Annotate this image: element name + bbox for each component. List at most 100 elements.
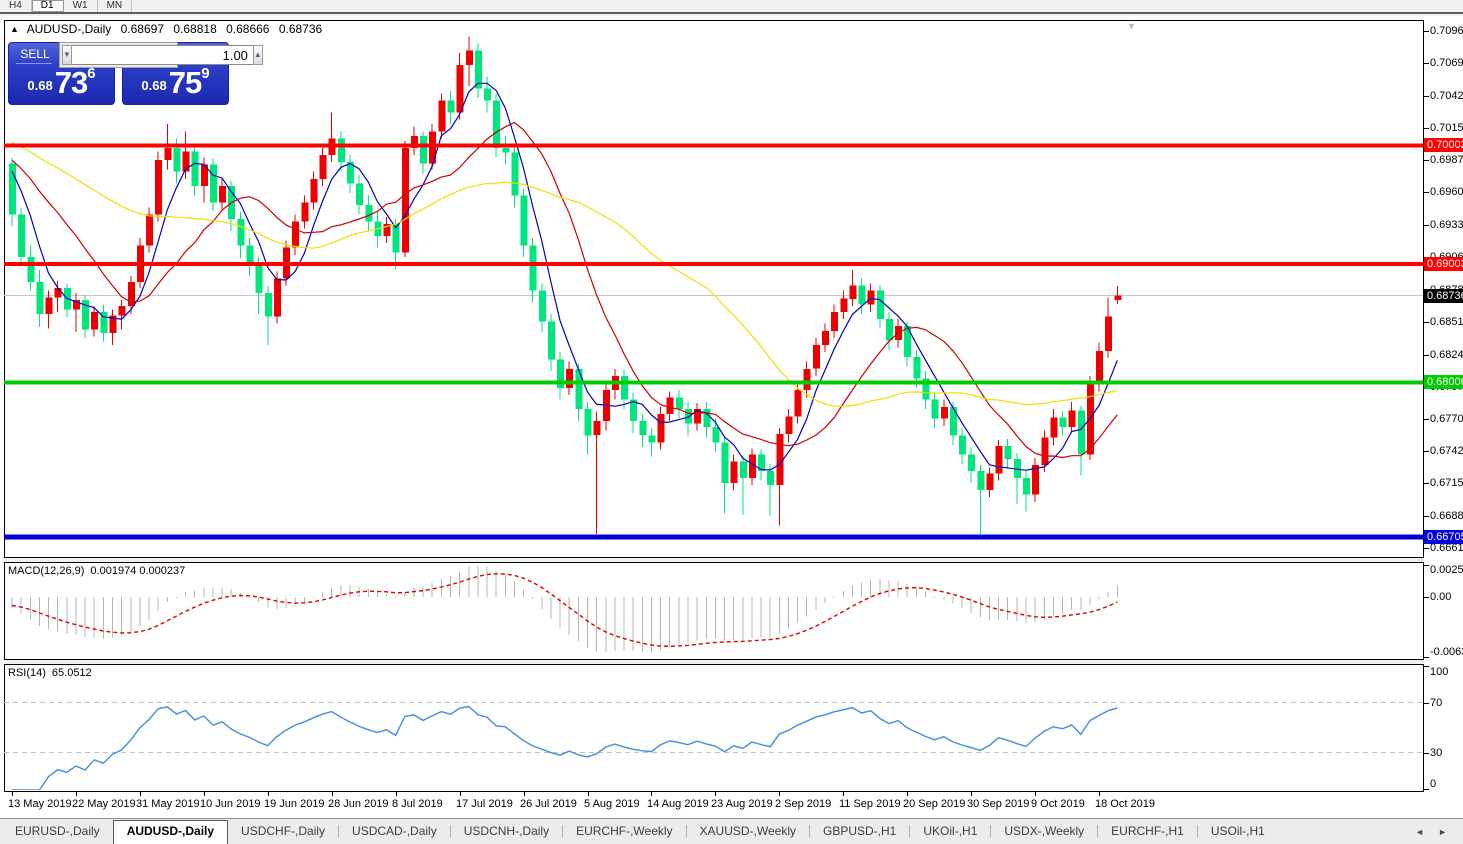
symbol-collapse-icon[interactable]: ▲ [10,24,19,34]
price-axis-tick: 0.67155 [1430,477,1463,489]
tab-scroll-arrows: ◄ ► [1401,827,1447,837]
date-axis-tick-mark [524,792,525,796]
sell-price-sup: 6 [87,65,96,82]
date-axis-tick-mark [460,792,461,796]
chart-title-symbol: AUDUSD-,Daily [26,22,112,36]
date-axis-label: 5 Aug 2019 [584,798,640,810]
rsi-axis-label: 30 [1430,747,1443,759]
symbol-tab-eurchf-weekly[interactable]: EURCHF-,Weekly [576,824,673,838]
date-axis-tick-mark [268,792,269,796]
date-axis-tick-mark [651,792,652,796]
price-axis-tick-mark [1424,96,1429,97]
date-axis-tick-mark [779,792,780,796]
timeframe-toolbar: H4 D1 W1 MN [0,0,1463,14]
date-axis-label: 26 Jul 2019 [520,798,577,810]
price-chart-canvas[interactable] [4,21,1423,557]
date-axis-label: 18 Oct 2019 [1095,798,1155,810]
tab-separator [562,825,564,838]
symbol-tab-xauusd-weekly[interactable]: XAUUSD-,Weekly [699,824,796,838]
volume-decrease-button[interactable]: ▼ [62,45,72,65]
price-axis-tick-mark [1424,355,1429,356]
symbol-tab-eurchf-h1[interactable]: EURCHF-,H1 [1111,824,1184,838]
symbol-tab-bar: EURUSD-,Daily AUDUSD-,Daily USDCHF-,Daily U… [0,818,1463,844]
macd-separator-bottom[interactable] [4,562,1424,563]
tab-separator [449,825,451,838]
rsi-axis-label: 0 [1430,778,1437,790]
symbol-tab-usdchf-daily[interactable]: USDCHF-,Daily [241,824,326,838]
price-axis-tick-mark [1424,31,1429,32]
sell-panel[interactable]: SELL 0.68736 [8,42,115,105]
tab-separator [909,825,911,838]
price-axis-tick-mark [1424,192,1429,193]
scroll-to-end-marker-icon[interactable]: ▼ [1127,21,1136,31]
timeframe-button-h4[interactable]: H4 [0,0,32,12]
rsi-axis-tick-mark [1424,789,1429,790]
price-axis-tick-mark [1424,128,1429,129]
timeframe-button-d1[interactable]: D1 [31,0,64,12]
macd-separator[interactable] [4,558,1424,562]
rsi-indicator-canvas[interactable] [4,665,1423,790]
rsi-separator-bottom[interactable] [4,664,1424,665]
tab-separator [338,825,340,838]
rsi-axis-label: 70 [1430,697,1443,709]
ohlc-low: 0.68666 [226,22,270,36]
price-axis-tick: 0.70695 [1430,57,1463,69]
symbol-tab-usdx-weekly[interactable]: USDX-,Weekly [1004,824,1085,838]
symbol-tab-audusd-daily[interactable]: AUDUSD-,Daily [112,820,229,844]
timeframe-button-w1[interactable]: W1 [64,0,98,12]
price-axis-tick: 0.67425 [1430,445,1463,457]
chart-window: ▲ AUDUSD-,Daily 0.68697 0.68818 0.68666 … [0,16,1463,818]
date-axis-label: 2 Sep 2019 [775,798,832,810]
rsi-separator[interactable] [4,660,1424,664]
price-axis-tick-mark [1424,419,1429,420]
volume-input[interactable] [71,45,253,65]
date-axis-label: 28 Jun 2019 [328,798,389,810]
rsi-axis-tick-mark [1424,666,1429,667]
date-axis-tick-mark [12,792,13,796]
date-axis-tick-mark [843,792,844,796]
price-level-tag: 0.70002 [1424,138,1463,152]
price-axis-tick: 0.70965 [1430,25,1463,37]
tab-separator [1196,825,1198,838]
tab-scroll-left-icon[interactable]: ◄ [1415,827,1425,837]
price-axis-tick-mark [1424,160,1429,161]
volume-spinner: ▼ ▲ [59,42,263,68]
volume-increase-button[interactable]: ▲ [252,45,263,65]
symbol-tab-usoil-h1[interactable]: USOil-,H1 [1210,824,1265,838]
price-axis-tick-mark [1424,451,1429,452]
tab-scroll-right-icon[interactable]: ► [1438,827,1447,837]
timeframe-button-mn[interactable]: MN [98,0,133,12]
date-axis-tick-mark [1035,792,1036,796]
macd-name: MACD(12,26,9) [8,565,85,577]
buy-price: 0.68759 [123,65,228,101]
symbol-tab-eurusd-daily[interactable]: EURUSD-,Daily [15,824,100,838]
sell-button[interactable]: SELL [20,47,50,61]
symbol-tab-usdcad-daily[interactable]: USDCAD-,Daily [352,824,437,838]
tab-separator [809,825,810,838]
date-axis-label: 8 Jul 2019 [392,798,443,810]
price-level-tag: 0.69003 [1424,257,1463,271]
price-axis-tick: 0.69875 [1430,154,1463,166]
ohlc-close: 0.68736 [278,22,323,36]
macd-axis-label: 0.00 [1430,591,1452,603]
chart-border-bottom [4,791,1424,792]
sell-price-small: 0.68 [27,78,53,93]
current-price-tag: 0.68736 [1424,289,1463,303]
buy-price-big: 75 [168,65,202,100]
date-axis-label: 19 Jun 2019 [264,798,325,810]
macd-separator-top[interactable] [4,557,1424,558]
macd-axis-tick-mark [1424,597,1429,598]
tab-separator [685,825,687,838]
symbol-tab-ukoil-h1[interactable]: UKOil-,H1 [923,824,978,838]
symbol-tab-usdcnh-daily[interactable]: USDCNH-,Daily [463,824,550,838]
date-axis-tick-mark [715,792,716,796]
rsi-separator-top[interactable] [4,659,1424,660]
price-axis-tick-mark [1424,63,1429,64]
macd-indicator-canvas[interactable] [4,563,1423,658]
symbol-tab-gbpusd-h1[interactable]: GBPUSD-,H1 [823,824,897,838]
tab-separator [1097,825,1099,838]
